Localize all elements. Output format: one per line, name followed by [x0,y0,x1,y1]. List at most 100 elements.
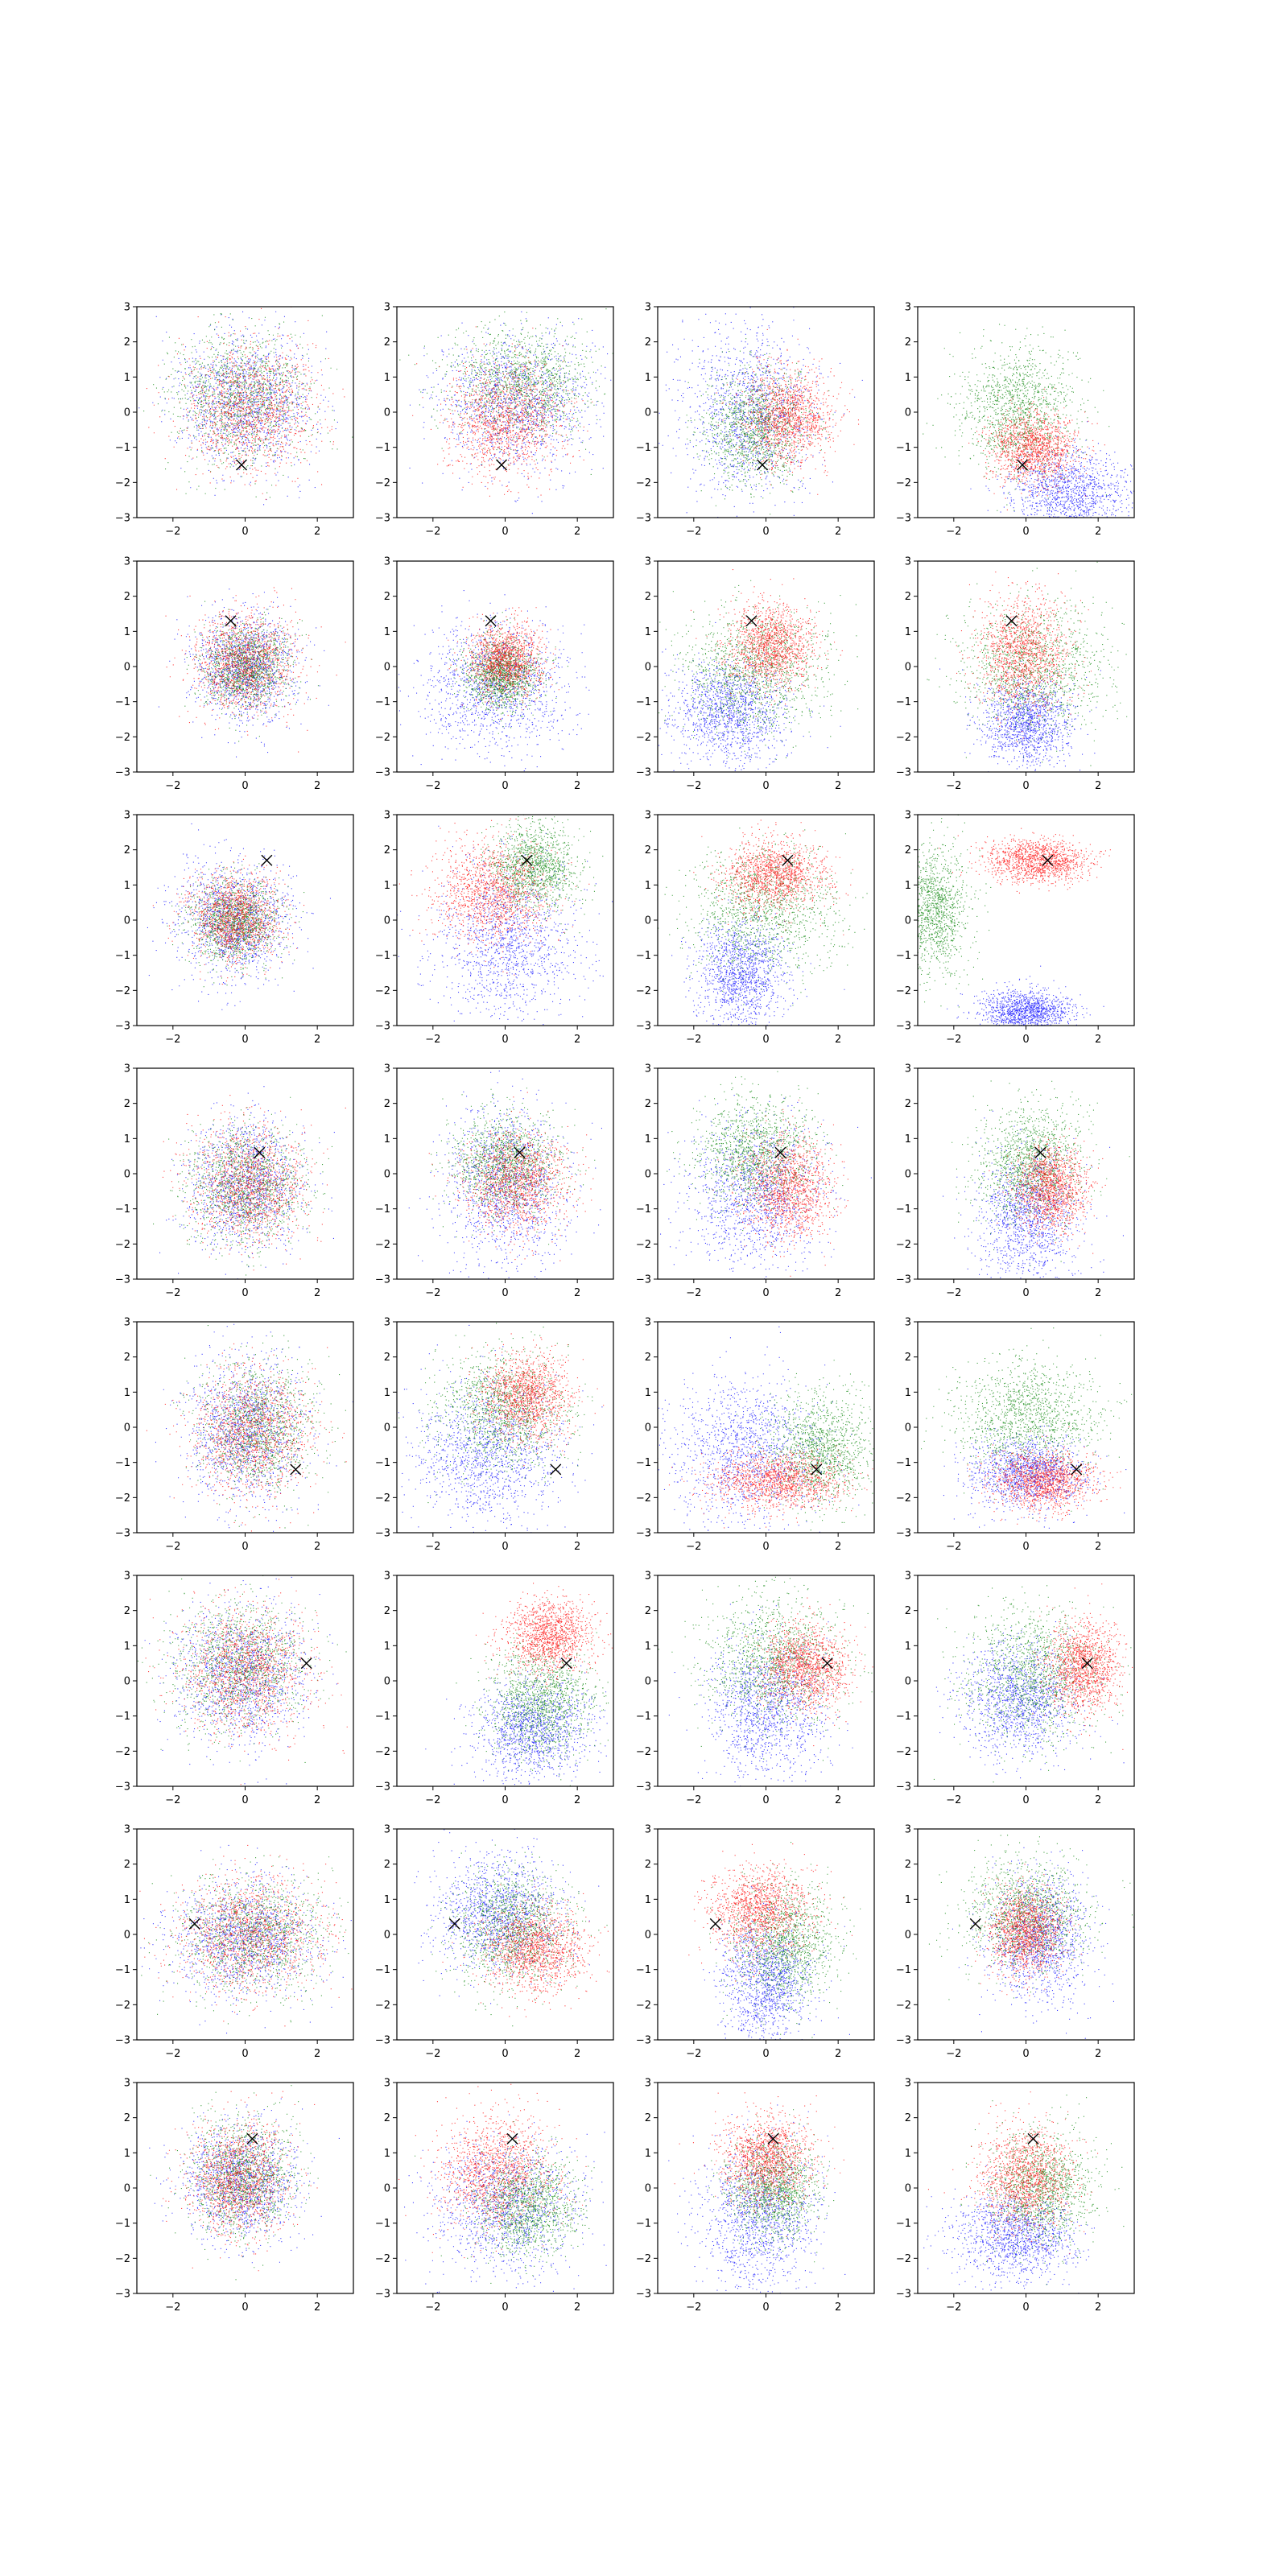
x-tick-label: 2 [574,2301,580,2314]
x-tick-label: −2 [686,2301,701,2314]
y-tick-label: 0 [645,1169,651,1181]
y-tick-label: 2 [124,1605,130,1617]
y-tick-label: −3 [896,1274,911,1286]
x-tick-label: −2 [425,1541,440,1553]
y-tick-label: −1 [375,1203,390,1216]
y-tick-label: 3 [124,1571,130,1583]
x-tick-label: 2 [835,526,841,538]
y-tick-label: −3 [115,513,130,525]
y-tick-label: 2 [124,1352,130,1364]
y-tick-label: 3 [124,2078,130,2090]
y-tick-label: 2 [645,1859,651,1871]
y-tick-label: −3 [636,513,651,525]
y-tick-label: −1 [896,442,911,454]
axes-frame [658,1829,874,2040]
axes-frame [397,1575,613,1786]
x-tick-label: −2 [946,1034,961,1046]
y-tick-label: 3 [384,810,390,822]
y-tick-label: 1 [645,626,651,638]
x-tick-label: −2 [686,1541,701,1553]
y-tick-label: −2 [115,477,130,489]
series-blue-points [703,1886,850,2074]
x-tick-label: 0 [502,1287,508,1299]
series-green-points [427,1845,607,2027]
axes-frame [658,815,874,1026]
x-tick-label: 2 [574,1287,580,1299]
y-tick-label: 2 [905,591,911,603]
y-tick-label: 1 [905,372,911,384]
y-tick-label: 0 [384,1676,390,1688]
y-tick-label: −2 [896,1492,911,1505]
y-tick-label: 1 [905,1133,911,1146]
y-tick-label: 3 [384,1824,390,1836]
x-tick-label: −2 [686,780,701,792]
y-tick-label: −1 [115,1711,130,1723]
y-tick-label: −2 [896,1746,911,1758]
y-tick-label: 3 [384,1571,390,1583]
y-tick-label: 3 [645,2078,651,2090]
x-tick-label: 0 [1022,1034,1029,1046]
y-tick-label: 0 [384,1930,390,1942]
y-tick-label: −2 [115,2253,130,2265]
series-blue-points [616,1327,860,1556]
series-red-points [688,1843,852,1982]
x-tick-label: −2 [165,780,180,792]
series-red-points [139,1845,360,2027]
series-blue-points [425,1659,641,1810]
series-green-points [173,1325,346,1529]
y-tick-label: 3 [384,2078,390,2090]
y-tick-label: 1 [124,1894,130,1906]
x-tick-label: 2 [835,780,841,792]
y-tick-label: −3 [636,1781,651,1794]
y-tick-label: 2 [645,844,651,857]
x-tick-label: 2 [314,2301,320,2314]
x-tick-label: −2 [165,1287,180,1299]
x-tick-label: 0 [1022,2048,1029,2060]
y-tick-label: 1 [124,1641,130,1653]
y-tick-label: −1 [636,950,651,962]
y-tick-label: 1 [124,880,130,892]
y-tick-label: −2 [115,985,130,997]
y-tick-label: −3 [375,1274,390,1286]
series-blue-points [134,1845,352,2033]
y-tick-label: 0 [124,915,130,927]
y-tick-label: 3 [905,1317,911,1329]
x-tick-label: 2 [314,780,320,792]
y-tick-label: 1 [384,2148,390,2160]
y-tick-label: −2 [375,732,390,744]
y-tick-label: −2 [636,2253,651,2265]
axes-frame [137,1575,353,1786]
y-tick-label: 2 [905,1098,911,1110]
y-tick-label: −2 [636,1492,651,1505]
y-tick-label: −2 [636,2000,651,2012]
x-tick-label: 0 [242,780,248,792]
y-tick-label: 0 [124,407,130,419]
y-tick-label: 1 [124,626,130,638]
y-tick-label: −3 [896,2289,911,2301]
y-tick-label: −1 [375,1711,390,1723]
x-tick-label: 0 [1022,1541,1029,1553]
x-tick-label: 0 [762,526,769,538]
x-tick-label: −2 [165,1794,180,1806]
axes-frame [137,1322,353,1533]
x-tick-label: −2 [946,2301,961,2314]
x-marker [291,1464,301,1475]
x-tick-label: 2 [835,1034,841,1046]
y-tick-label: 2 [124,2112,130,2124]
x-tick-label: 0 [762,1034,769,1046]
x-tick-label: −2 [946,1287,961,1299]
series-green-points [654,811,886,1006]
series-green-points [709,1842,861,2058]
x-tick-label: 0 [1022,780,1029,792]
y-tick-label: 0 [124,1422,130,1435]
series-blue-points [907,1621,1125,1778]
y-tick-label: −2 [636,477,651,489]
y-tick-label: 1 [384,1387,390,1399]
y-tick-label: 1 [384,1894,390,1906]
